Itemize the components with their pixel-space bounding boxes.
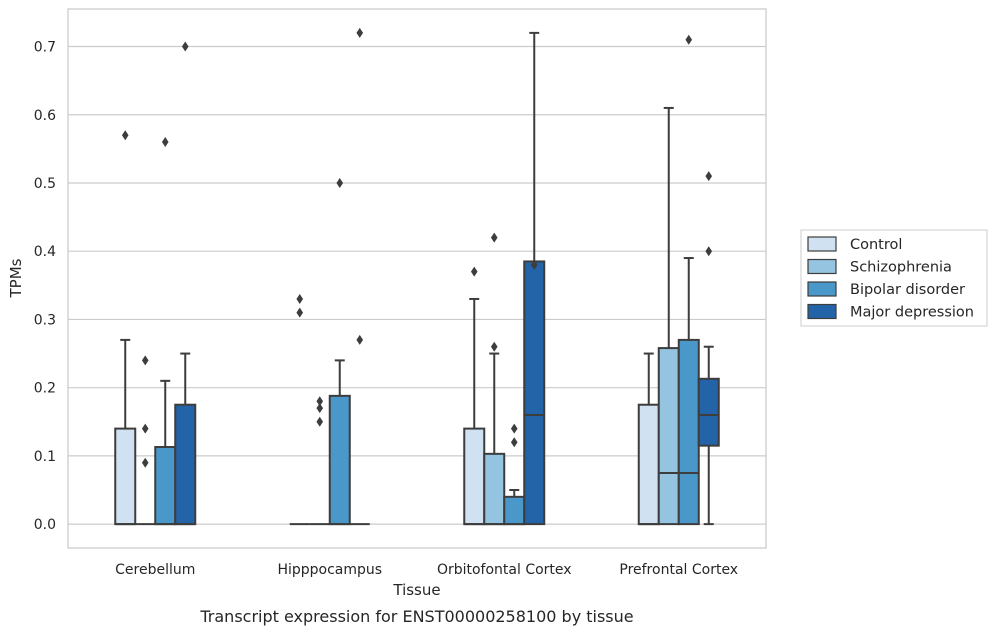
y-tick-label: 0.0 <box>34 517 56 533</box>
outlier-point <box>356 334 364 345</box>
y-tick-label: 0.3 <box>34 312 56 328</box>
outlier-point <box>510 423 518 434</box>
box <box>637 403 660 526</box>
box <box>114 427 137 526</box>
box-cerebellum-bipolar-disorder <box>154 137 177 526</box>
outlier-point <box>121 130 129 141</box>
legend-label: Bipolar disorder <box>850 282 965 298</box>
y-tick-label: 0.4 <box>34 244 56 260</box>
box-groups <box>114 27 720 526</box>
outlier-point <box>470 266 478 277</box>
box <box>677 338 700 526</box>
y-tick-label: 0.7 <box>34 40 56 56</box>
outlier-point <box>490 341 498 352</box>
legend-label: Major depression <box>850 305 974 321</box>
box <box>523 260 546 526</box>
x-tick-label: Cerebellum <box>115 562 195 578</box>
outlier-point <box>685 34 693 45</box>
outlier-point <box>705 171 713 182</box>
legend-swatch <box>807 258 837 275</box>
box-prefrontal-cortex-control <box>637 352 660 526</box>
x-tick-label: Prefrontal Cortex <box>619 562 738 578</box>
y-tick-label: 0.6 <box>34 108 56 124</box>
box-prefrontal-cortex-major-depression <box>697 171 720 526</box>
outlier-point <box>141 355 149 366</box>
box <box>697 377 720 447</box>
y-axis-title: TPMs <box>7 258 25 298</box>
box <box>503 495 526 526</box>
outlier-point <box>141 457 149 468</box>
outlier-point <box>530 259 538 270</box>
box-hipppocampus-control <box>289 293 310 526</box>
legend-swatch <box>807 303 837 320</box>
outlier-point <box>336 177 344 188</box>
box-prefrontal-cortex-schizophrenia <box>657 106 680 526</box>
outlier-point <box>510 437 518 448</box>
box-orbitofontal-cortex-schizophrenia <box>483 232 506 526</box>
outlier-point <box>296 307 304 318</box>
box <box>154 446 177 526</box>
legend: Control Schizophrenia Bipolar disorder Majo… <box>800 229 988 327</box>
box <box>463 427 486 526</box>
outlier-point <box>490 232 498 243</box>
y-tick-label: 0.2 <box>34 381 56 397</box>
x-tick-label: Hipppocampus <box>277 562 382 578</box>
y-tick-label: 0.5 <box>34 176 56 192</box>
box-cerebellum-major-depression <box>174 41 197 526</box>
box-prefrontal-cortex-bipolar-disorder <box>677 34 700 526</box>
legend-swatch <box>807 236 837 252</box>
outlier-point <box>161 137 169 148</box>
outlier-point <box>356 27 364 38</box>
y-tick-labels: 0.0 0.1 0.2 0.3 0.4 0.5 0.6 0.7 <box>34 40 56 534</box>
outlier-point <box>316 416 324 427</box>
x-axis-title: Tissue <box>392 581 440 599</box>
figure-caption: Transcript expression for ENST0000025810… <box>199 607 633 626</box>
legend-label: Schizophrenia <box>850 260 952 276</box>
legend-swatch <box>807 281 837 297</box>
box <box>657 347 680 526</box>
outlier-point <box>705 246 713 257</box>
legend-label: Control <box>850 237 902 253</box>
box-orbitofontal-cortex-major-depression <box>523 31 546 526</box>
box <box>328 394 351 526</box>
box <box>483 452 506 526</box>
outlier-point <box>316 403 324 414</box>
x-tick-label: Orbitofontal Cortex <box>437 562 572 578</box>
outlier-point <box>296 293 304 304</box>
y-tick-label: 0.1 <box>34 449 56 465</box>
box-hipppocampus-major-depression <box>349 27 370 526</box>
box-hipppocampus-bipolar-disorder <box>328 177 351 526</box>
box <box>174 403 197 526</box>
box-cerebellum-control <box>114 130 137 526</box>
outlier-point <box>141 423 149 434</box>
outlier-point <box>181 41 189 52</box>
outlier-point <box>316 396 324 407</box>
box-orbitofontal-cortex-control <box>463 266 486 526</box>
x-tick-labels: Cerebellum Hipppocampus Orbitofontal Corte… <box>115 562 738 578</box>
box-cerebellum-schizophrenia <box>135 355 156 526</box>
box-hipppocampus-schizophrenia <box>309 396 330 526</box>
